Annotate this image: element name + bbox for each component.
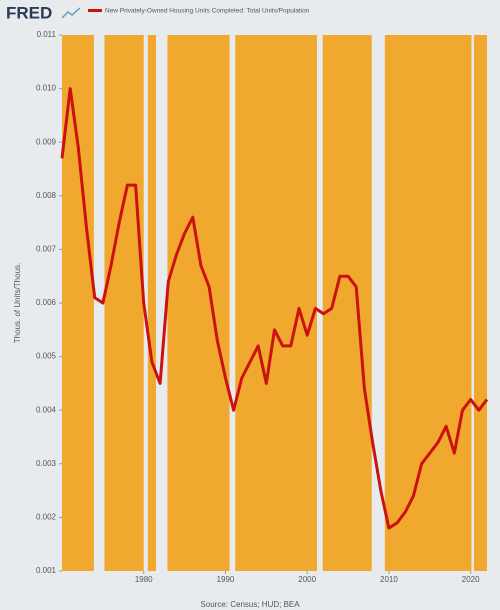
- y-tick-label: 0.007: [36, 245, 57, 254]
- y-tick-label: 0.003: [36, 459, 57, 468]
- logo-icon: [61, 7, 81, 19]
- x-tick-label: 2000: [298, 575, 316, 584]
- recession-band: [155, 35, 168, 571]
- y-tick-label: 0.006: [36, 298, 57, 307]
- recession-band: [317, 35, 323, 571]
- plot-area: [62, 35, 487, 571]
- recession-band: [471, 35, 474, 571]
- recession-band: [93, 35, 105, 571]
- y-tick-label: 0.011: [37, 30, 57, 39]
- y-tick-label: 0.001: [36, 566, 57, 575]
- y-tick-label: 0.004: [36, 405, 57, 414]
- legend-swatch: [88, 9, 102, 12]
- y-axis-label: Thous. of Units/Thous.: [13, 263, 22, 343]
- y-tick-label: 0.002: [36, 513, 57, 522]
- recession-band: [143, 35, 148, 571]
- x-tick-label: 1990: [217, 575, 235, 584]
- source: Source: Census; HUD; BEA: [200, 600, 300, 609]
- recession-band: [371, 35, 385, 571]
- y-tick-label: 0.005: [36, 352, 57, 361]
- logo: FRED: [6, 3, 52, 22]
- y-tick-label: 0.010: [36, 84, 57, 93]
- legend-label: New Privately-Owned Housing Units Comple…: [105, 8, 310, 15]
- data-line: [60, 87, 489, 530]
- recession-band: [229, 35, 236, 571]
- x-tick-label: 2020: [462, 575, 480, 584]
- y-tick-label: 0.008: [36, 191, 57, 200]
- x-tick-label: 2010: [380, 575, 398, 584]
- y-tick-label: 0.009: [36, 137, 57, 146]
- x-tick-label: 1980: [135, 575, 153, 584]
